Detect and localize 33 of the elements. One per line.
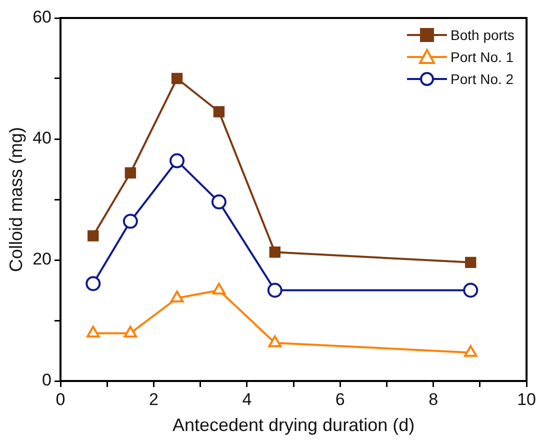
point bbox=[88, 230, 99, 242]
x-tick-label: 0 bbox=[56, 390, 66, 409]
point bbox=[170, 290, 184, 302]
y-axis-title: Colloid mass (mg) bbox=[6, 126, 26, 272]
y-tick-label: 0 bbox=[42, 370, 52, 390]
point bbox=[86, 276, 101, 292]
point bbox=[124, 167, 136, 178]
x-tick-label: 2 bbox=[148, 390, 158, 409]
x-tick-label: 4 bbox=[242, 390, 252, 409]
point bbox=[213, 106, 225, 118]
point bbox=[212, 282, 226, 294]
legend-label: Both ports bbox=[450, 27, 514, 43]
legend-label: Port No. 2 bbox=[450, 71, 514, 87]
point bbox=[86, 326, 100, 338]
point bbox=[124, 326, 138, 338]
point bbox=[170, 153, 185, 168]
x-tick-label: 10 bbox=[517, 390, 536, 409]
point bbox=[211, 194, 226, 210]
point bbox=[267, 282, 282, 298]
point bbox=[268, 335, 282, 348]
legend-label: Port No. 1 bbox=[450, 49, 514, 65]
y-tick-label: 40 bbox=[32, 128, 52, 148]
point bbox=[464, 345, 478, 357]
x-axis-title: Antecedent drying duration (d) bbox=[172, 415, 415, 436]
y-tick-label: 60 bbox=[32, 8, 52, 27]
y-tick-label: 20 bbox=[32, 250, 52, 269]
x-tick-label: 6 bbox=[335, 390, 345, 409]
point bbox=[465, 256, 476, 268]
point bbox=[122, 214, 138, 229]
point bbox=[269, 246, 280, 258]
point bbox=[463, 282, 478, 298]
point bbox=[171, 72, 183, 84]
x-tick-label: 8 bbox=[428, 390, 438, 409]
